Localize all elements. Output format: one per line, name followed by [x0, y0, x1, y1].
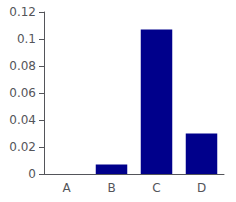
svg-text:C: C [152, 181, 160, 195]
svg-text:0.12: 0.12 [9, 5, 36, 19]
svg-text:0: 0 [28, 167, 36, 181]
svg-text:0.02: 0.02 [9, 140, 36, 154]
svg-text:A: A [62, 181, 71, 195]
svg-text:0.06: 0.06 [9, 86, 36, 100]
svg-text:D: D [197, 181, 206, 195]
svg-text:0.1: 0.1 [17, 32, 36, 46]
svg-text:0.04: 0.04 [9, 113, 36, 127]
svg-text:B: B [107, 181, 115, 195]
svg-text:0.08: 0.08 [9, 59, 36, 73]
